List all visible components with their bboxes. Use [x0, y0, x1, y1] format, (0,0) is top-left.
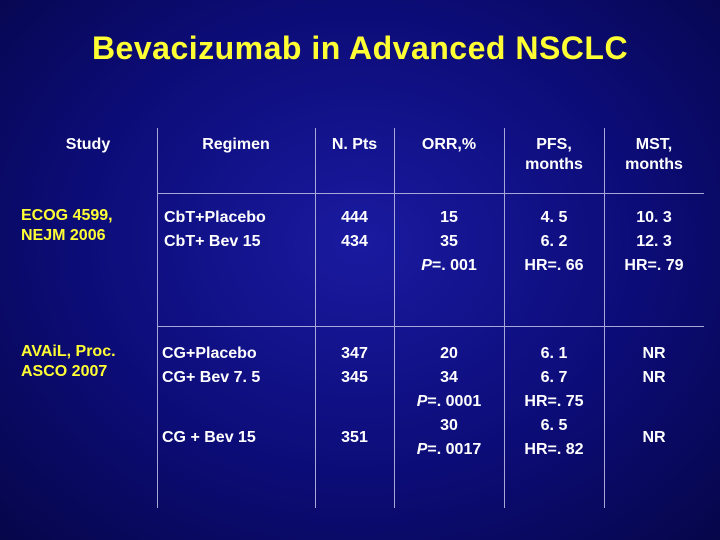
orr-value: 30 — [440, 417, 458, 434]
npts-ecog: 444 434 — [315, 206, 394, 254]
row-divider — [157, 193, 704, 194]
header-mst: MST, months — [604, 135, 704, 175]
regimen-line: CG+Placebo — [162, 345, 257, 362]
study-ecog: ECOG 4599, NEJM 2006 — [21, 206, 155, 246]
orr-p-value: P=. 0017 — [416, 441, 482, 458]
header-pfs-line: PFS, — [536, 136, 572, 153]
header-study: Study — [65, 136, 111, 153]
mst-value: 10. 3 — [636, 209, 672, 226]
mst-avail-bev15: NR — [642, 429, 666, 446]
orr-value: 35 — [440, 233, 458, 250]
study-line: AVAiL, Proc. — [21, 343, 116, 360]
column-divider — [157, 128, 158, 508]
slide-title: Bevacizumab in Advanced NSCLC — [91, 30, 629, 66]
pfs-hr: HR=. 75 — [524, 393, 584, 410]
npts-avail-bev15: 351 — [341, 429, 368, 446]
study-line: ECOG 4599, — [21, 207, 113, 224]
pfs-hr: HR=. 66 — [524, 257, 584, 274]
column-divider — [315, 128, 316, 508]
mst-value: NR — [642, 345, 666, 362]
npts-value: 434 — [341, 233, 368, 250]
regimen-line: CbT+Placebo — [164, 209, 266, 226]
mst-ecog: 10. 3 12. 3 HR=. 79 — [604, 206, 704, 278]
orr-value: 20 — [440, 345, 458, 362]
column-divider — [504, 128, 505, 508]
header-npts: N. Pts — [331, 136, 378, 153]
mst-value: 12. 3 — [636, 233, 672, 250]
orr-p-value: P=. 001 — [421, 257, 477, 274]
header-regimen: Regimen — [202, 136, 270, 153]
pfs-value: 6. 7 — [540, 369, 568, 386]
regimen-line: CbT+ Bev 15 — [164, 233, 261, 250]
header-mst-line: MST, — [635, 136, 673, 153]
pfs-value: 6. 5 — [540, 417, 568, 434]
orr-value: 34 — [440, 369, 458, 386]
study-line: NEJM 2006 — [21, 227, 106, 244]
column-divider — [394, 128, 395, 508]
study-line: ASCO 2007 — [21, 363, 108, 380]
study-avail: AVAiL, Proc. ASCO 2007 — [21, 342, 155, 382]
npts-value: 347 — [341, 345, 368, 362]
pfs-value: 6. 1 — [540, 345, 568, 362]
mst-value: NR — [642, 369, 666, 386]
mst-avail: NR NR — [604, 342, 704, 390]
header-mst-line: months — [625, 156, 683, 173]
npts-value: 345 — [341, 369, 368, 386]
mst-hr: HR=. 79 — [624, 257, 684, 274]
header-orr: ORR,% — [421, 136, 477, 153]
orr-value: 15 — [440, 209, 458, 226]
column-divider — [604, 128, 605, 508]
orr-avail: 20 34 P=. 0001 30 P=. 0017 — [394, 342, 504, 462]
header-pfs-line: months — [525, 156, 583, 173]
orr-ecog: 15 35 P=. 001 — [394, 206, 504, 278]
regimen-avail-bev15: CG + Bev 15 — [162, 429, 256, 446]
npts-avail: 347 345 — [315, 342, 394, 390]
regimen-avail: CG+Placebo CG+ Bev 7. 5 — [162, 342, 314, 390]
pfs-value: 4. 5 — [540, 209, 568, 226]
regimen-ecog: CbT+Placebo CbT+ Bev 15 — [164, 206, 314, 254]
pfs-ecog: 4. 5 6. 2 HR=. 66 — [504, 206, 604, 278]
pfs-avail: 6. 1 6. 7 HR=. 75 6. 5 HR=. 82 — [504, 342, 604, 462]
pfs-hr: HR=. 82 — [524, 441, 584, 458]
results-table: Study Regimen N. Pts ORR,% PFS, months M… — [21, 128, 704, 508]
orr-p-value: P=. 0001 — [416, 393, 482, 410]
npts-value: 444 — [341, 209, 368, 226]
pfs-value: 6. 2 — [540, 233, 568, 250]
header-pfs: PFS, months — [504, 135, 604, 175]
row-divider — [157, 326, 704, 327]
regimen-line: CG+ Bev 7. 5 — [162, 369, 261, 386]
